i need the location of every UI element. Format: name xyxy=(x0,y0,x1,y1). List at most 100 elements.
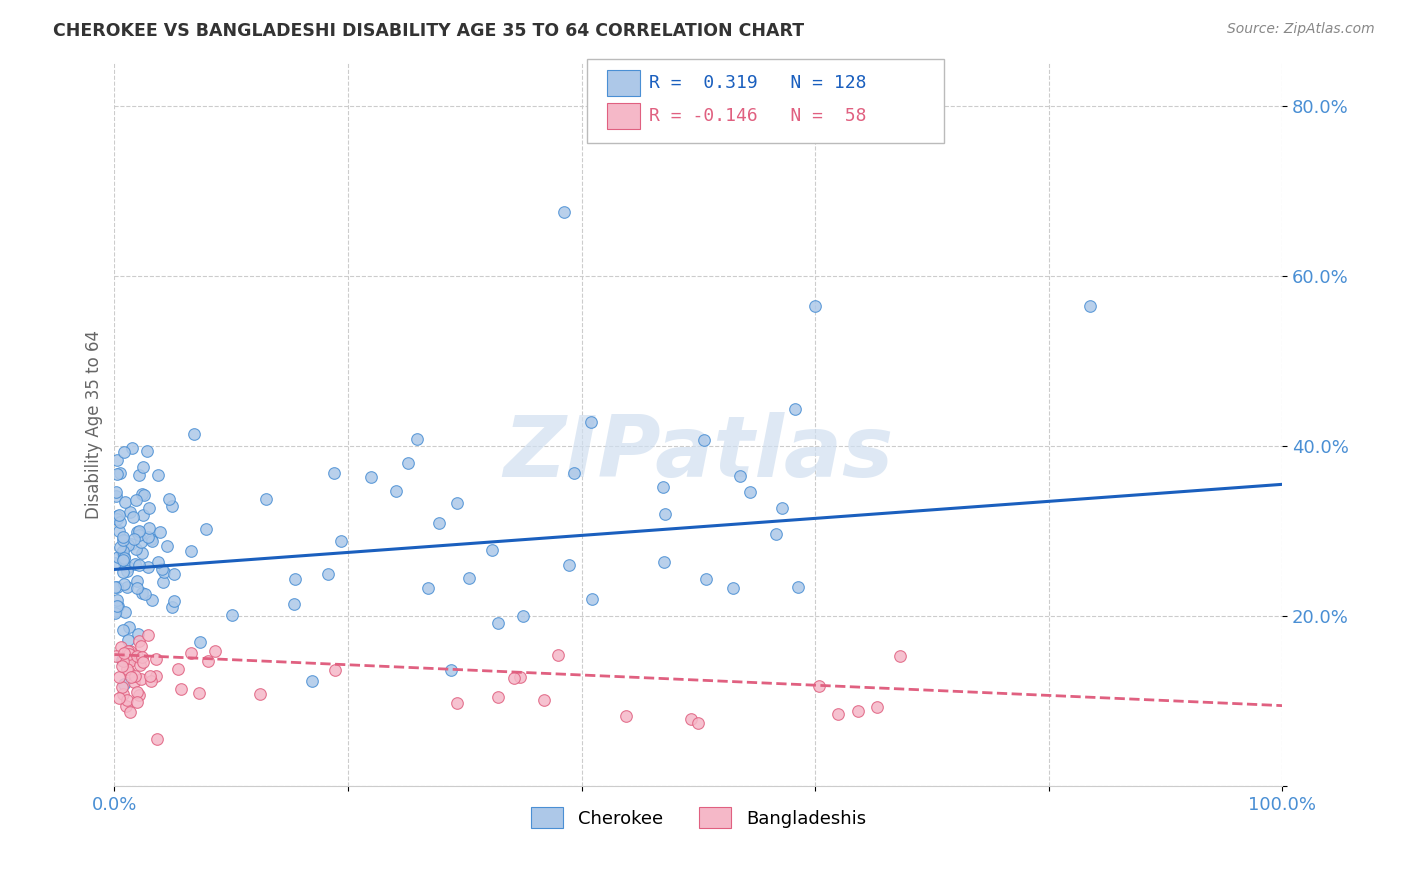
Point xyxy=(416,581,439,595)
Point xyxy=(396,456,419,470)
Point xyxy=(132,488,155,502)
Point xyxy=(131,459,153,474)
Point xyxy=(558,558,581,572)
Point xyxy=(121,442,143,456)
Point xyxy=(117,643,139,657)
Point xyxy=(125,649,148,664)
Point xyxy=(127,627,149,641)
Point xyxy=(125,524,148,539)
Point xyxy=(804,299,827,313)
Point xyxy=(695,572,717,586)
Point xyxy=(145,651,167,665)
Point xyxy=(118,505,141,519)
Point xyxy=(112,445,135,459)
Point xyxy=(136,560,159,574)
Point xyxy=(283,597,305,611)
Point xyxy=(160,599,183,614)
Point xyxy=(721,581,744,595)
Point xyxy=(486,690,509,704)
Point xyxy=(502,672,524,686)
Point xyxy=(254,491,277,506)
Point xyxy=(120,643,142,657)
Point xyxy=(512,608,534,623)
Point xyxy=(458,571,481,585)
Point xyxy=(104,556,127,570)
Point xyxy=(125,582,148,596)
Point xyxy=(301,673,323,688)
Point xyxy=(105,453,128,467)
Point xyxy=(117,662,139,676)
Point xyxy=(188,635,211,649)
Point xyxy=(138,529,160,543)
Point xyxy=(197,654,219,668)
Point xyxy=(427,516,450,530)
Point xyxy=(547,648,569,662)
Point xyxy=(105,580,128,594)
Point xyxy=(141,674,163,689)
Point xyxy=(128,688,150,702)
Point xyxy=(112,551,135,566)
Point xyxy=(440,664,463,678)
Point xyxy=(129,672,152,686)
Point xyxy=(785,402,807,417)
Point xyxy=(125,695,148,709)
Point xyxy=(132,508,155,523)
Point xyxy=(127,685,149,699)
Point xyxy=(108,515,131,529)
Point xyxy=(150,562,173,576)
Point xyxy=(131,639,153,653)
Point xyxy=(117,559,139,574)
Point xyxy=(117,653,139,667)
Point xyxy=(128,467,150,482)
Point xyxy=(180,646,202,660)
Point xyxy=(111,655,134,669)
Point xyxy=(728,469,751,483)
Point xyxy=(103,606,125,620)
Point xyxy=(131,547,153,561)
Point xyxy=(553,205,575,219)
Point xyxy=(111,544,134,558)
Text: Source: ZipAtlas.com: Source: ZipAtlas.com xyxy=(1227,22,1375,37)
Point xyxy=(107,670,129,684)
Y-axis label: Disability Age 35 to 64: Disability Age 35 to 64 xyxy=(86,330,103,519)
Point xyxy=(131,655,153,669)
FancyBboxPatch shape xyxy=(607,103,640,128)
Point xyxy=(124,669,146,683)
Point xyxy=(117,538,139,552)
Point xyxy=(162,499,184,513)
Point xyxy=(787,580,810,594)
Point xyxy=(111,659,134,673)
Point xyxy=(131,649,153,664)
Point xyxy=(104,580,127,594)
Point xyxy=(146,468,169,483)
Point xyxy=(316,566,339,581)
Point xyxy=(111,533,134,547)
Point xyxy=(105,508,128,523)
Point xyxy=(139,668,162,682)
Point xyxy=(195,522,218,536)
Point xyxy=(107,511,129,525)
Point xyxy=(249,688,271,702)
Point xyxy=(125,541,148,556)
Point xyxy=(156,539,179,553)
Point xyxy=(579,416,602,430)
Point xyxy=(509,670,531,684)
Point xyxy=(562,466,585,480)
Point xyxy=(145,669,167,683)
Point xyxy=(183,426,205,441)
Point xyxy=(112,533,135,548)
Point xyxy=(128,634,150,648)
Point xyxy=(120,670,142,684)
Point xyxy=(166,662,188,676)
Point xyxy=(124,674,146,689)
Point xyxy=(180,544,202,558)
Point xyxy=(112,576,135,591)
Point xyxy=(284,573,307,587)
Point xyxy=(152,565,174,579)
Point xyxy=(1078,299,1101,313)
Point xyxy=(120,536,142,550)
Point xyxy=(112,686,135,700)
Point xyxy=(107,599,129,613)
Point xyxy=(111,530,134,544)
Point xyxy=(221,607,243,622)
